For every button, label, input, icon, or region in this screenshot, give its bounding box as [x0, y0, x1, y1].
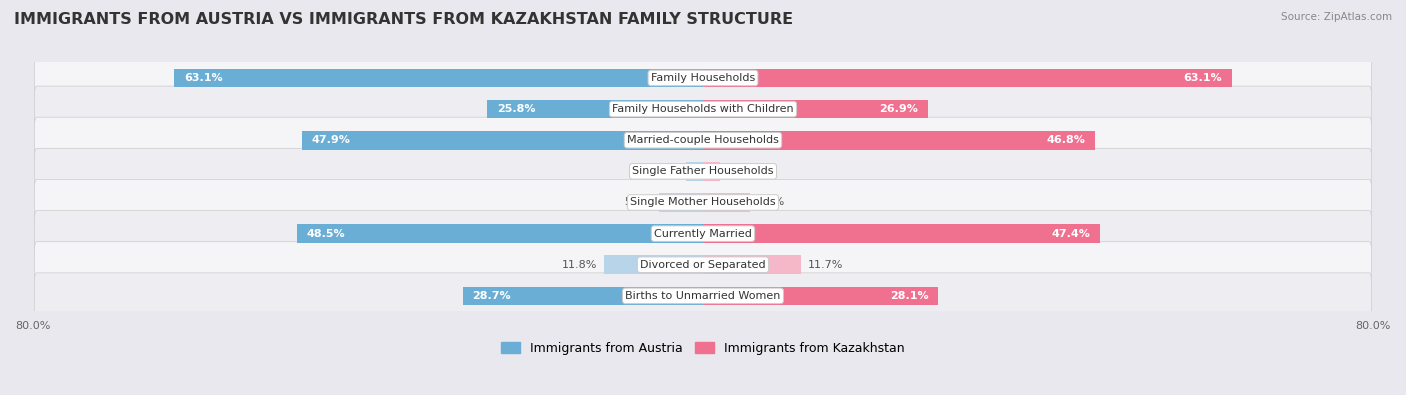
Text: Source: ZipAtlas.com: Source: ZipAtlas.com: [1281, 12, 1392, 22]
Text: 2.0%: 2.0%: [727, 166, 755, 176]
Legend: Immigrants from Austria, Immigrants from Kazakhstan: Immigrants from Austria, Immigrants from…: [496, 337, 910, 360]
Bar: [174, 69, 703, 87]
Text: 48.5%: 48.5%: [307, 229, 346, 239]
Bar: [703, 162, 720, 181]
Bar: [605, 256, 703, 274]
Text: 28.1%: 28.1%: [890, 291, 928, 301]
FancyBboxPatch shape: [34, 273, 1372, 319]
FancyBboxPatch shape: [34, 148, 1372, 194]
Bar: [703, 100, 928, 118]
Text: IMMIGRANTS FROM AUSTRIA VS IMMIGRANTS FROM KAZAKHSTAN FAMILY STRUCTURE: IMMIGRANTS FROM AUSTRIA VS IMMIGRANTS FR…: [14, 12, 793, 27]
Bar: [703, 256, 801, 274]
Text: Married-couple Households: Married-couple Households: [627, 135, 779, 145]
Text: 11.8%: 11.8%: [562, 260, 598, 270]
FancyBboxPatch shape: [34, 55, 1372, 101]
Text: Family Households: Family Households: [651, 73, 755, 83]
Text: Currently Married: Currently Married: [654, 229, 752, 239]
Bar: [463, 286, 703, 305]
Text: 47.4%: 47.4%: [1052, 229, 1090, 239]
Bar: [686, 162, 703, 181]
Text: Family Households with Children: Family Households with Children: [612, 104, 794, 114]
Text: 28.7%: 28.7%: [472, 291, 512, 301]
Text: 11.7%: 11.7%: [807, 260, 844, 270]
FancyBboxPatch shape: [34, 242, 1372, 288]
Bar: [486, 100, 703, 118]
Bar: [703, 193, 749, 212]
Text: Births to Unmarried Women: Births to Unmarried Women: [626, 291, 780, 301]
Bar: [703, 224, 1099, 243]
Bar: [659, 193, 703, 212]
FancyBboxPatch shape: [34, 211, 1372, 257]
FancyBboxPatch shape: [34, 117, 1372, 163]
Bar: [703, 69, 1232, 87]
Text: 63.1%: 63.1%: [1182, 73, 1222, 83]
Text: Single Mother Households: Single Mother Households: [630, 198, 776, 207]
Text: 26.9%: 26.9%: [880, 104, 918, 114]
Bar: [302, 131, 703, 150]
Bar: [297, 224, 703, 243]
Bar: [703, 286, 938, 305]
Text: 46.8%: 46.8%: [1046, 135, 1085, 145]
Text: Divorced or Separated: Divorced or Separated: [640, 260, 766, 270]
Text: 47.9%: 47.9%: [312, 135, 350, 145]
Text: Single Father Households: Single Father Households: [633, 166, 773, 176]
FancyBboxPatch shape: [34, 86, 1372, 132]
Text: 63.1%: 63.1%: [184, 73, 224, 83]
Text: 2.0%: 2.0%: [651, 166, 679, 176]
Text: 25.8%: 25.8%: [496, 104, 536, 114]
Bar: [703, 131, 1095, 150]
Text: 5.2%: 5.2%: [624, 198, 652, 207]
FancyBboxPatch shape: [34, 179, 1372, 226]
Text: 5.6%: 5.6%: [756, 198, 785, 207]
